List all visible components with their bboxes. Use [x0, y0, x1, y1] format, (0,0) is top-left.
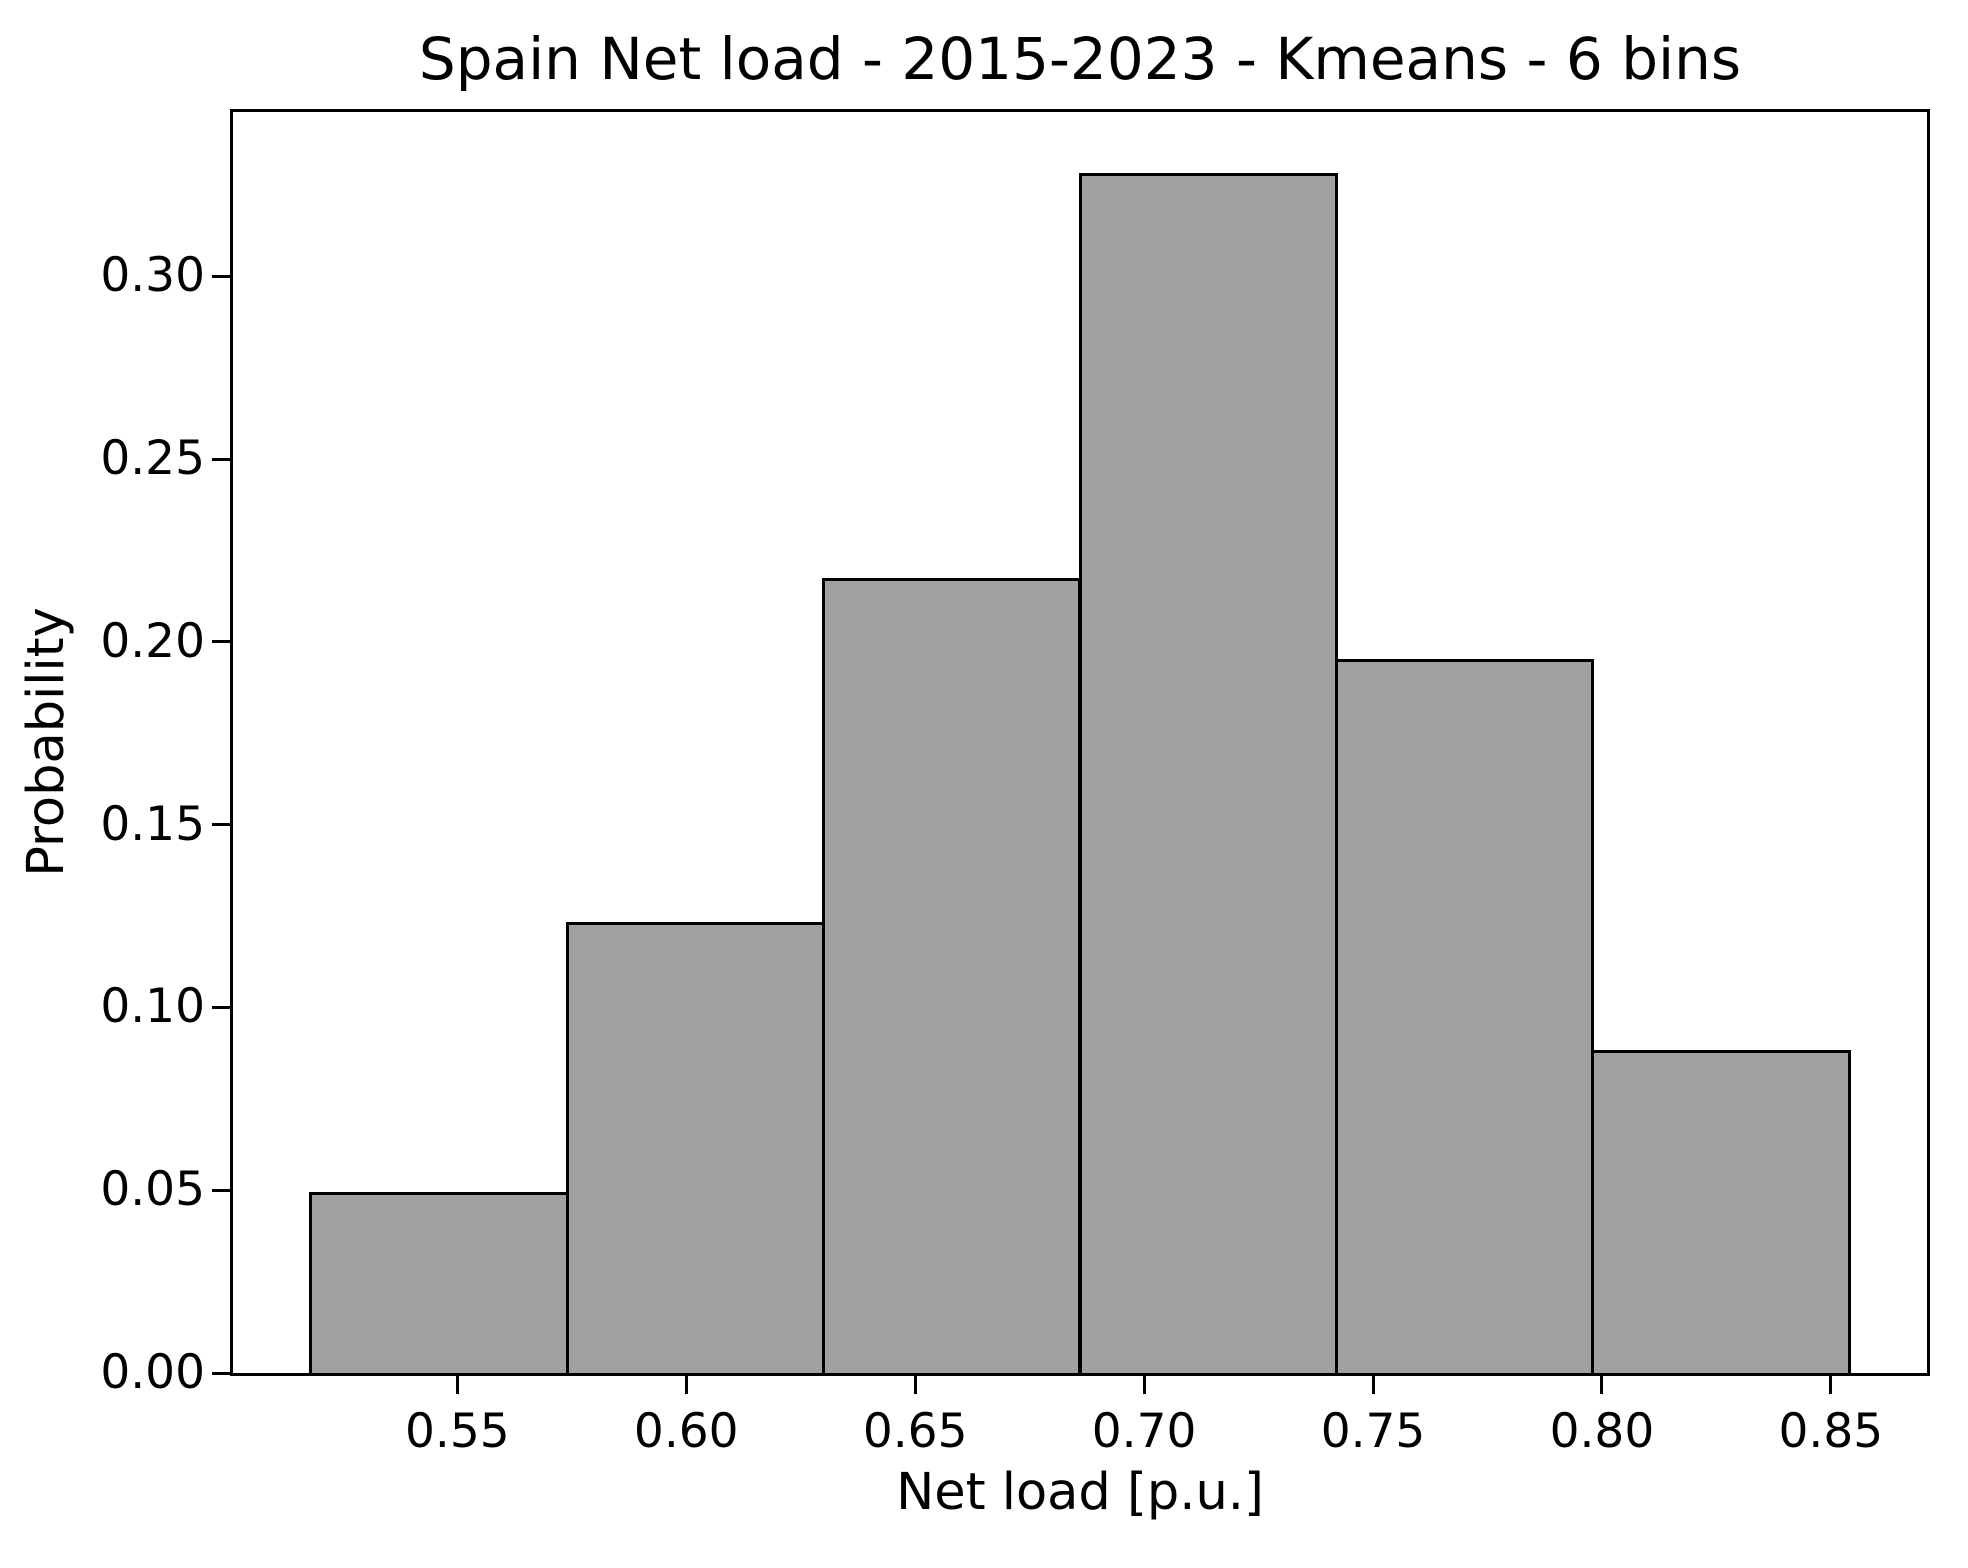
y-tick-mark — [212, 1188, 230, 1192]
x-tick-label: 0.80 — [1549, 1404, 1655, 1459]
y-tick-mark — [212, 457, 230, 461]
plot-area — [230, 109, 1930, 1376]
x-axis-label: Net load [p.u.] — [896, 1463, 1264, 1522]
y-tick-label: 0.15 — [100, 796, 205, 852]
x-tick-mark — [1371, 1376, 1375, 1394]
x-tick-label: 0.85 — [1778, 1404, 1884, 1459]
x-tick-mark — [1600, 1376, 1604, 1394]
x-tick-label: 0.55 — [405, 1404, 510, 1459]
y-tick-mark — [212, 640, 230, 644]
bars-layer — [233, 112, 1927, 1373]
y-tick-mark — [212, 274, 230, 278]
y-tick-label: 0.10 — [100, 979, 205, 1035]
y-tick-label: 0.25 — [100, 431, 205, 487]
histogram-bar — [1078, 172, 1338, 1373]
histogram-bar — [309, 1192, 569, 1373]
x-tick-mark — [1829, 1376, 1833, 1394]
y-tick-label: 0.30 — [100, 248, 205, 304]
x-tick-mark — [913, 1376, 917, 1394]
x-tick-label: 0.75 — [1320, 1404, 1426, 1459]
x-tick-mark — [684, 1376, 688, 1394]
y-tick-label: 0.00 — [100, 1345, 205, 1400]
x-tick-label: 0.65 — [862, 1404, 968, 1459]
y-tick-label: 0.05 — [100, 1162, 205, 1218]
x-tick-label: 0.60 — [633, 1404, 739, 1459]
histogram-bar — [1334, 658, 1595, 1373]
x-tick-mark — [1142, 1376, 1146, 1394]
histogram-bar — [1591, 1049, 1851, 1373]
histogram-bar — [822, 578, 1082, 1373]
y-tick-mark — [212, 823, 230, 827]
y-tick-label: 0.20 — [100, 613, 205, 669]
histogram-bar — [565, 921, 826, 1373]
chart-title: Spain Net load - 2015-2023 - Kmeans - 6 … — [418, 25, 1742, 93]
y-tick-mark — [212, 1005, 230, 1009]
x-tick-mark — [455, 1376, 459, 1394]
x-tick-label: 0.70 — [1091, 1404, 1197, 1459]
y-tick-mark — [212, 1371, 230, 1375]
